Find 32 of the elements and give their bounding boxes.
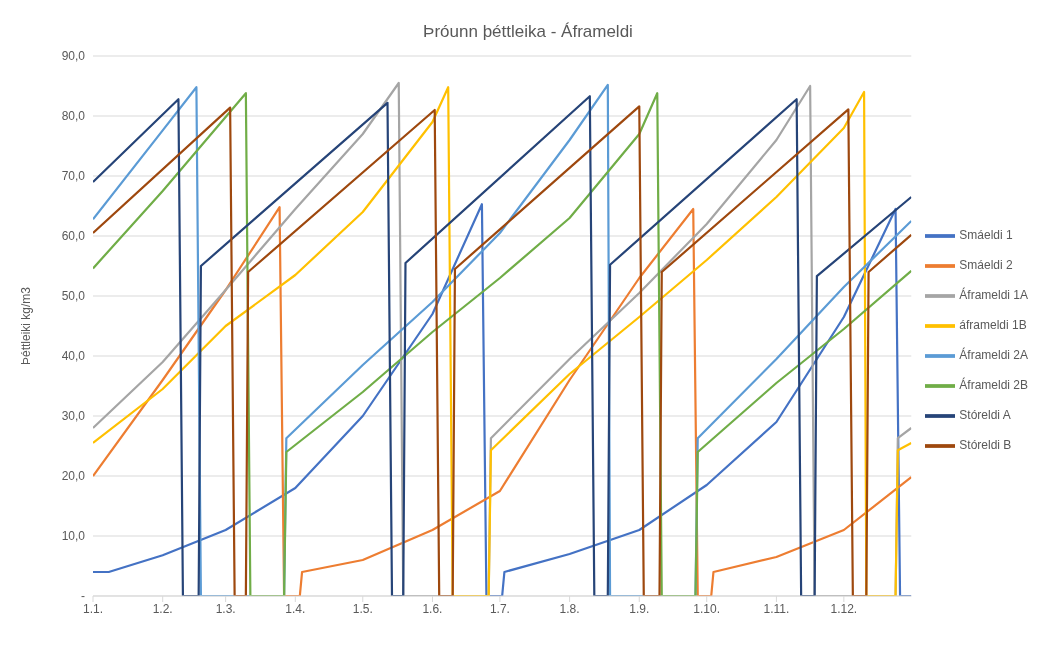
y-tick-label: 40,0	[61, 349, 86, 364]
legend-label: Áframeldi 2B	[959, 378, 1028, 393]
y-tick-label: 60,0	[61, 229, 86, 244]
x-tick-label: 1.12.	[830, 601, 858, 616]
y-tick-label: 10,0	[61, 529, 86, 544]
x-tick-label: 1.7.	[489, 601, 510, 616]
x-tick-label: 1.4.	[285, 601, 306, 616]
x-tick-label: 1.1.	[82, 601, 104, 616]
legend-label: Stóreldi A	[959, 408, 1011, 423]
y-tick-label: 80,0	[61, 109, 86, 124]
y-tick-label: 70,0	[61, 169, 86, 184]
x-tick-label: 1.9.	[629, 601, 650, 616]
y-tick-label: 50,0	[61, 289, 86, 304]
chart-title: Þróunn þéttleika - Áframeldi	[422, 21, 634, 43]
x-tick-label: 1.5.	[352, 601, 373, 616]
x-tick-label: 1.8.	[559, 601, 580, 616]
y-axis-title: Þéttleiki kg/m3	[19, 286, 34, 366]
x-tick-label: 1.2.	[152, 601, 173, 616]
y-tick-label: 20,0	[61, 469, 86, 484]
legend-label: Stóreldi B	[959, 438, 1012, 453]
x-tick-label: 1.6.	[422, 601, 443, 616]
x-tick-label: 1.10.	[693, 601, 721, 616]
x-tick-label: 1.3.	[215, 601, 236, 616]
legend-label: Smáeldi 2	[959, 258, 1013, 273]
y-tick-label: 90,0	[61, 49, 86, 64]
y-tick-label: 30,0	[61, 409, 86, 424]
legend-label: Áframeldi 2A	[959, 348, 1028, 363]
y-tick-label: -	[81, 589, 85, 604]
legend-label: Áframeldi 1A	[959, 288, 1028, 303]
legend-label: Smáeldi 1	[959, 228, 1013, 243]
x-tick-label: 1.11.	[763, 601, 790, 616]
legend-label: áframeldi 1B	[959, 318, 1027, 333]
